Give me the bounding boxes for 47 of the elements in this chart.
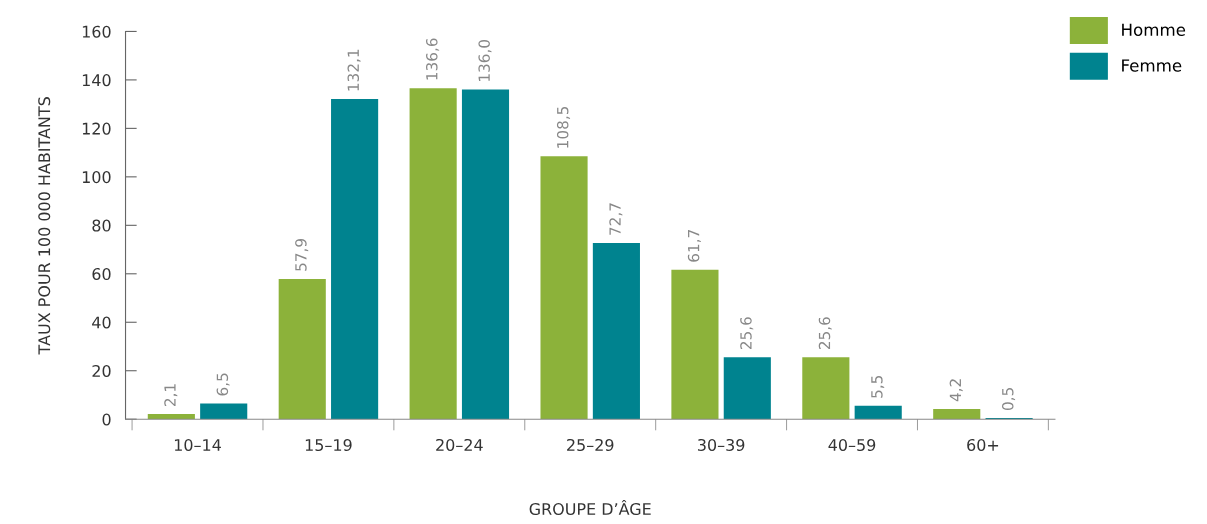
- y-tick-label: 0: [102, 413, 111, 426]
- legend-label: Femme: [1122, 59, 1182, 72]
- x-tick-label: 30–39: [698, 438, 745, 452]
- x-axis-title: GROUPE D’ÂGE: [529, 500, 651, 516]
- y-tick-label: 40: [92, 316, 111, 329]
- bar: [671, 269, 719, 420]
- bar: [200, 403, 248, 420]
- data-label: 25,6: [740, 317, 754, 350]
- bar: [723, 357, 771, 420]
- y-tick-label: 60: [92, 268, 111, 281]
- x-tick-label: 10–14: [174, 438, 221, 452]
- bar: [278, 278, 326, 420]
- data-label: 108,5: [556, 106, 571, 148]
- y-tick-label: 160: [82, 25, 111, 38]
- bar: [409, 88, 457, 420]
- y-tick-label: 140: [82, 74, 111, 87]
- x-tick-label: 15–19: [305, 438, 352, 452]
- x-tick-label: 25–29: [567, 438, 614, 452]
- data-label: 132,1: [347, 49, 361, 91]
- bar: [331, 99, 379, 420]
- y-tick-label: 80: [92, 219, 111, 232]
- data-label: 72,7: [609, 203, 623, 235]
- data-label: 57,9: [295, 238, 309, 271]
- x-tick-label: 20–24: [436, 438, 483, 452]
- data-label: 4,2: [949, 379, 963, 402]
- y-axis-title: TAUX POUR 100 000 HABITANTS: [38, 97, 51, 355]
- legend-label: Homme: [1122, 23, 1186, 37]
- y-tick-label: 100: [82, 171, 111, 184]
- bar: [933, 409, 981, 420]
- y-tick-label: 20: [92, 364, 111, 378]
- data-label: 61,7: [687, 230, 701, 262]
- x-tick-label: 60+: [967, 438, 999, 452]
- data-label: 136,0: [478, 39, 492, 81]
- bar: [802, 357, 850, 420]
- data-label: 2,1: [164, 384, 178, 407]
- data-label: 25,6: [818, 317, 832, 350]
- bar: [540, 156, 588, 420]
- data-label: 5,5: [871, 375, 885, 398]
- y-tick-label: 120: [82, 122, 111, 135]
- bar: [461, 89, 510, 420]
- bar: [147, 414, 195, 420]
- bar: [854, 405, 902, 420]
- data-label: 136,6: [426, 38, 440, 80]
- bar: [592, 243, 640, 420]
- data-label: 0,5: [1001, 388, 1016, 411]
- data-label: 6,5: [216, 373, 230, 396]
- x-tick-label: 40–59: [828, 438, 876, 452]
